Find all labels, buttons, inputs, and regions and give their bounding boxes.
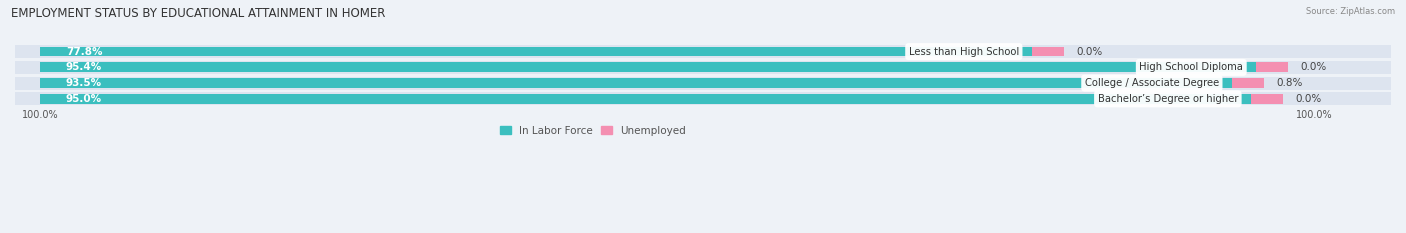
Bar xyxy=(41,94,1251,104)
Bar xyxy=(41,62,1256,72)
Text: EMPLOYMENT STATUS BY EDUCATIONAL ATTAINMENT IN HOMER: EMPLOYMENT STATUS BY EDUCATIONAL ATTAINM… xyxy=(11,7,385,20)
Legend: In Labor Force, Unemployed: In Labor Force, Unemployed xyxy=(496,121,690,140)
Text: 95.4%: 95.4% xyxy=(66,62,103,72)
Text: 95.0%: 95.0% xyxy=(66,94,103,104)
Text: 93.5%: 93.5% xyxy=(66,78,103,88)
Bar xyxy=(0,61,1406,74)
Text: 0.0%: 0.0% xyxy=(1301,62,1327,72)
Bar xyxy=(0,93,1406,105)
Bar xyxy=(0,77,1406,89)
Text: 0.0%: 0.0% xyxy=(1077,47,1102,57)
Bar xyxy=(0,45,1406,58)
Bar xyxy=(1032,47,1063,56)
Text: Less than High School: Less than High School xyxy=(908,47,1019,57)
Bar xyxy=(1232,78,1264,88)
Text: Source: ZipAtlas.com: Source: ZipAtlas.com xyxy=(1306,7,1395,16)
Text: 77.8%: 77.8% xyxy=(66,47,103,57)
Text: High School Diploma: High School Diploma xyxy=(1139,62,1243,72)
Text: College / Associate Degree: College / Associate Degree xyxy=(1085,78,1219,88)
Bar xyxy=(1256,62,1288,72)
Text: 0.8%: 0.8% xyxy=(1277,78,1303,88)
Text: Bachelor’s Degree or higher: Bachelor’s Degree or higher xyxy=(1098,94,1239,104)
Bar xyxy=(1251,94,1282,104)
Bar xyxy=(41,78,1232,88)
Text: 0.0%: 0.0% xyxy=(1295,94,1322,104)
Bar xyxy=(41,47,1032,56)
